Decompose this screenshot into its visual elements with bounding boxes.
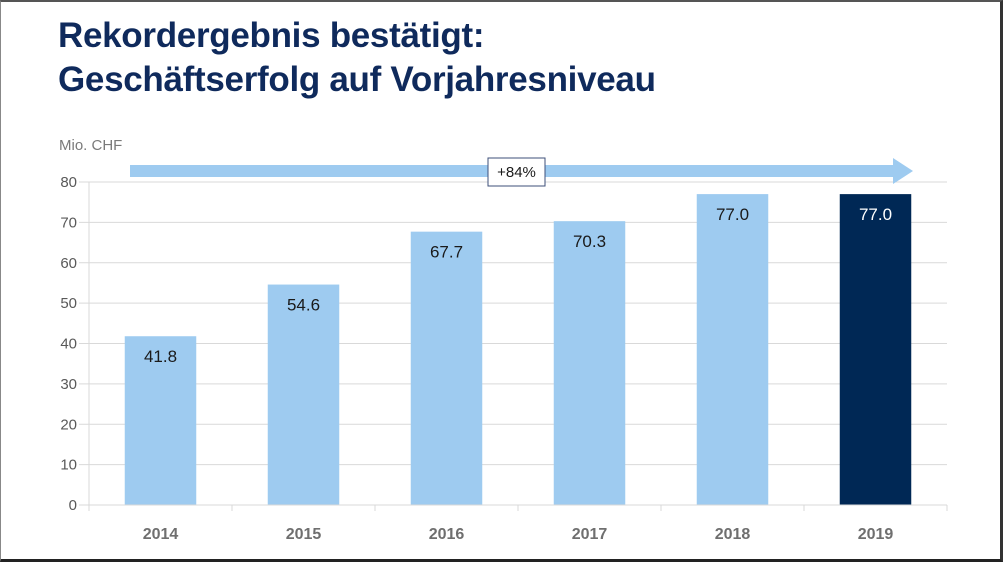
x-tick-label: 2018	[715, 526, 751, 543]
y-tick-label: 40	[60, 336, 77, 353]
title-line-1: Rekordergebnis bestätigt:	[58, 16, 485, 55]
y-tick-label: 70	[60, 214, 77, 231]
y-tick-label: 20	[60, 416, 77, 433]
bars: 41.8 54.6 67.7 70.3 77.0 77.0	[124, 194, 912, 506]
x-tick-label: 2014	[143, 526, 179, 543]
bar-2019	[839, 194, 912, 506]
y-tick-label: 0	[69, 497, 77, 514]
data-label: 70.3	[573, 232, 606, 251]
x-tick-label: 2016	[429, 526, 465, 543]
bar-2018	[696, 194, 769, 506]
data-label: 77.0	[716, 205, 749, 224]
growth-label-box	[487, 157, 546, 187]
data-label: 41.8	[144, 347, 177, 366]
slide-title: Rekordergebnis bestätigt: Geschäftserfol…	[58, 14, 656, 102]
y-tick-label: 30	[60, 376, 77, 393]
data-label: 54.6	[287, 296, 320, 315]
y-tick-label: 60	[60, 255, 77, 272]
data-label: 77.0	[859, 205, 892, 224]
y-tick-label: 10	[60, 457, 77, 474]
x-tick-label: 2017	[572, 526, 608, 543]
y-axis-unit-label: Mio. CHF	[59, 137, 122, 154]
growth-annotation: +84%	[130, 157, 913, 187]
x-tick-label: 2015	[286, 526, 322, 543]
bar-2015	[267, 284, 340, 505]
bar-2017	[553, 221, 626, 505]
bar-2016	[410, 231, 483, 505]
y-axis-ticks: 0 10 20 30 40 50 60 70 80	[60, 174, 77, 514]
x-tick-label: 2019	[858, 526, 894, 543]
gridlines	[79, 181, 947, 511]
y-tick-label: 50	[60, 295, 77, 312]
title-line-2: Geschäftserfolg auf Vorjahresniveau	[58, 60, 656, 99]
data-label: 67.7	[430, 243, 463, 262]
growth-label: +84%	[497, 164, 536, 181]
x-axis: 2014 2015 2016 2017 2018 2019	[88, 504, 948, 543]
bar-2014	[124, 336, 197, 505]
y-tick-label: 80	[60, 174, 77, 191]
